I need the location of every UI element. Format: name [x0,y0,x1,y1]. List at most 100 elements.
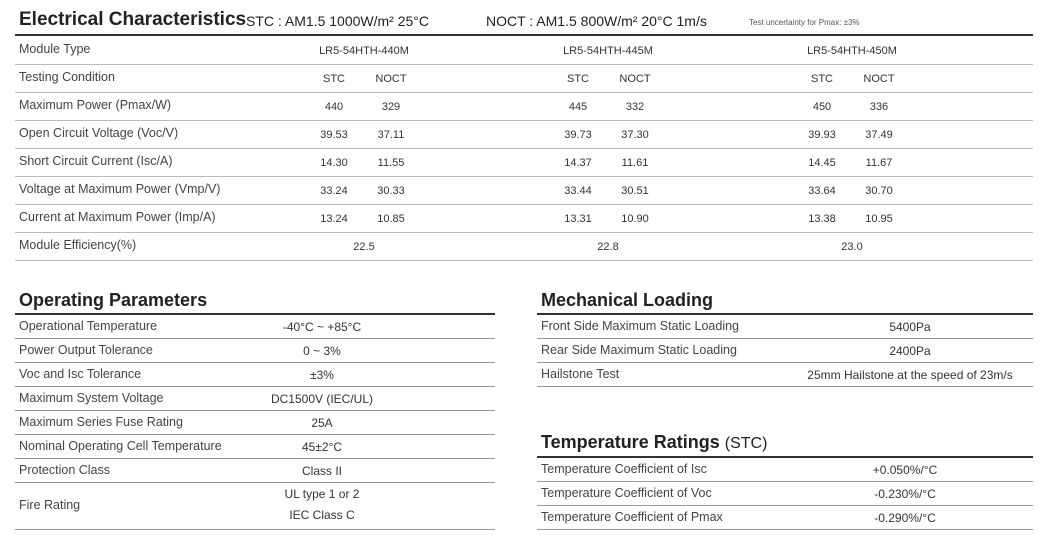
stc-value: 14.37 [564,157,592,169]
divider [537,456,1033,458]
row-value: IEC Class C [289,508,355,522]
noct-value: 11.61 [621,157,649,169]
noct-value: 11.55 [377,157,405,169]
row-label: Nominal Operating Cell Temperature [19,439,222,453]
stc-value: 445 [568,101,588,113]
row-label: Power Output Tolerance [19,343,153,357]
divider [15,34,1033,36]
row-label: Module Efficiency(%) [19,238,137,252]
table-row: Front Side Maximum Static Loading 5400Pa [537,315,1033,339]
row-value: 25A [311,416,333,430]
model-name: LR5-54HTH-450M [807,45,897,57]
table-row: Temperature Coefficient of Isc +0.050%/°C [537,458,1033,482]
stc-header: STC [567,73,589,85]
module-type-row: Module Type LR5-54HTH-440M LR5-54HTH-445M L… [15,36,1033,65]
stc-value: 33.44 [564,185,592,197]
table-row: Maximum Power (Pmax/W) 440 329 445 332 450 336 [15,92,1033,121]
row-label: Front Side Maximum Static Loading [541,319,740,333]
table-row: Current at Maximum Power (Imp/A) 13.24 10.… [15,204,1033,233]
noct-value: 10.85 [377,213,405,225]
mechanical-title: Mechanical Loading [541,290,714,310]
noct-value: 37.30 [621,129,649,141]
stc-value: 450 [812,101,832,113]
noct-conditions: NOCT : AM1.5 800W/m² 20°C 1m/s [486,13,707,29]
stc-value: 33.24 [320,185,348,197]
row-label: Fire Rating [19,498,81,512]
row-label: Current at Maximum Power (Imp/A) [19,210,216,224]
row-label: Hailstone Test [541,367,620,381]
row-label: Rear Side Maximum Static Loading [541,343,737,357]
noct-header: NOCT [619,73,651,85]
row-label: Testing Condition [19,70,115,84]
table-row: Nominal Operating Cell Temperature 45±2°C [15,435,495,459]
table-row: Operational Temperature -40°C ~ +85°C [15,315,495,339]
efficiency-row: Module Efficiency(%) 22.5 22.8 23.0 [15,232,1033,261]
row-value: 25mm Hailstone at the speed of 23m/s [807,368,1013,382]
stc-value: 13.24 [320,213,348,225]
model-name: LR5-54HTH-440M [319,45,409,57]
row-label: Module Type [19,42,91,56]
row-label: Maximum Series Fuse Rating [19,415,183,429]
row-value: 2400Pa [889,344,931,358]
stc-value: 39.73 [564,129,592,141]
row-label: Operational Temperature [19,319,158,333]
row-label: Short Circuit Current (Isc/A) [19,154,173,168]
table-row: Maximum Series Fuse Rating 25A [15,411,495,435]
temperature-title-suffix: (STC) [724,435,768,452]
model-name: LR5-54HTH-445M [563,45,653,57]
row-value: -0.230%/°C [874,487,936,501]
noct-value: 30.70 [865,185,893,197]
row-label: Protection Class [19,463,111,477]
efficiency-value: 23.0 [841,241,863,253]
table-row: Maximum System Voltage DC1500V (IEC/UL) [15,387,495,411]
testing-condition-row: Testing Condition STC NOCT STC NOCT STC NOCT [15,64,1033,93]
row-value: -0.290%/°C [874,511,936,525]
table-row: Rear Side Maximum Static Loading 2400Pa [537,339,1033,363]
stc-value: 14.45 [808,157,836,169]
stc-header: STC [811,73,833,85]
table-row: Open Circuit Voltage (Voc/V) 39.53 37.11 39… [15,120,1033,149]
efficiency-value: 22.8 [597,241,619,253]
stc-value: 39.53 [320,129,348,141]
efficiency-value: 22.5 [353,241,375,253]
table-row: Power Output Tolerance 0 ~ 3% [15,339,495,363]
divider [537,313,1033,315]
noct-value: 37.49 [865,129,893,141]
row-value: 0 ~ 3% [303,344,341,358]
noct-value: 10.95 [865,213,893,225]
stc-value: 14.30 [320,157,348,169]
noct-value: 37.11 [377,129,405,141]
row-label: Voltage at Maximum Power (Vmp/V) [19,182,221,196]
row-label: Maximum System Voltage [19,391,164,405]
noct-value: 10.90 [621,213,649,225]
operating-title: Operating Parameters [19,290,208,310]
fire-rating-row: Fire Rating UL type 1 or 2 IEC Class C [15,483,495,530]
row-label: Open Circuit Voltage (Voc/V) [19,126,179,140]
noct-value: 329 [381,101,401,113]
table-row: Short Circuit Current (Isc/A) 14.30 11.55 1… [15,148,1033,177]
noct-header: NOCT [863,73,895,85]
table-row: Voltage at Maximum Power (Vmp/V) 33.24 30.… [15,176,1033,205]
table-row: Temperature Coefficient of Pmax -0.290%/°… [537,506,1033,530]
stc-header: STC [323,73,345,85]
row-value: Class II [301,464,343,478]
temperature-title-text: Temperature Ratings [541,432,720,452]
row-value: -40°C ~ +85°C [282,320,362,334]
stc-value: 13.38 [808,213,836,225]
row-label: Temperature Coefficient of Voc [541,486,712,500]
table-row: Voc and Isc Tolerance ±3% [15,363,495,387]
divider [15,313,495,315]
test-uncertainty-note: Test uncertainty for Pmax: ±3% [749,18,860,27]
row-value: 5400Pa [889,320,931,334]
row-label: Maximum Power (Pmax/W) [19,98,172,112]
stc-value: 33.64 [808,185,836,197]
noct-value: 336 [869,101,889,113]
row-value: DC1500V (IEC/UL) [270,392,374,406]
row-value: UL type 1 or 2 [284,487,360,501]
table-row: Hailstone Test 25mm Hailstone at the spee… [537,363,1033,387]
row-label: Temperature Coefficient of Pmax [541,510,723,524]
stc-value: 13.31 [564,213,592,225]
stc-value: 39.93 [808,129,836,141]
noct-value: 11.67 [865,157,893,169]
row-label: Temperature Coefficient of Isc [541,462,707,476]
